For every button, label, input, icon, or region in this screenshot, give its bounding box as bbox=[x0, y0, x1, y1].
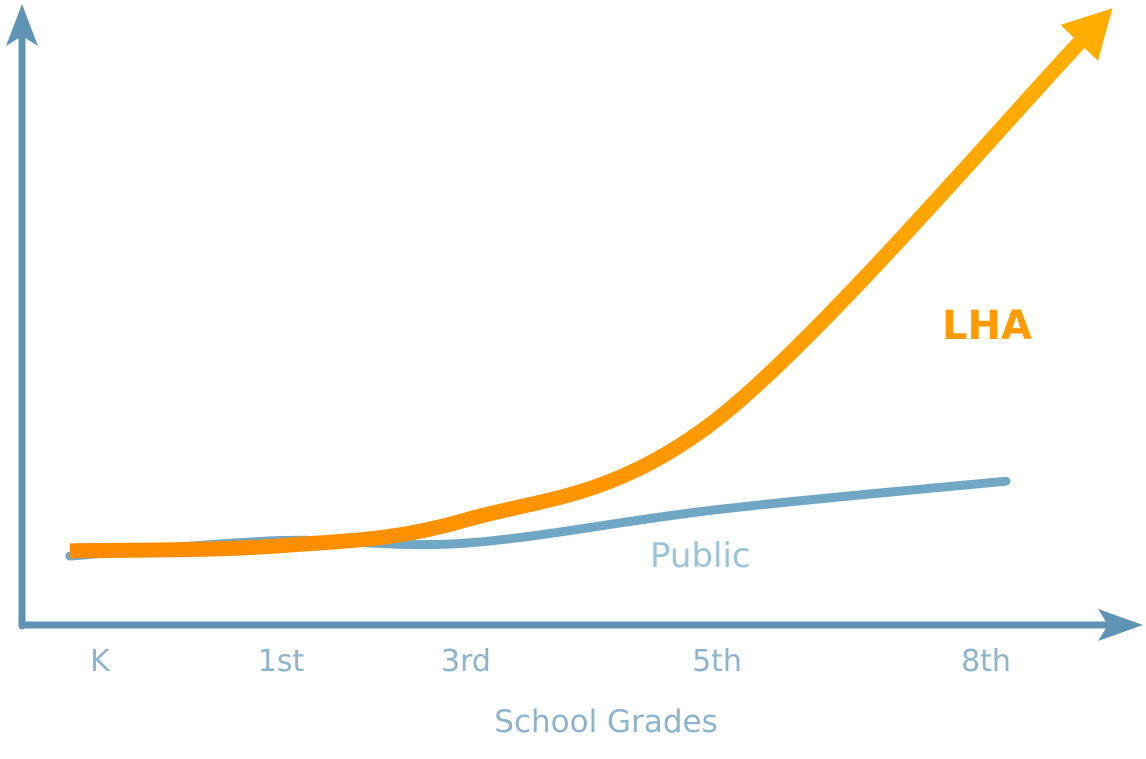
x-tick-label: K bbox=[90, 644, 111, 679]
lha-arrow-head-icon bbox=[1060, 8, 1113, 61]
x-axis-arrow-icon bbox=[1098, 609, 1143, 641]
x-axis-title: School Grades bbox=[494, 704, 717, 740]
axes bbox=[6, 4, 1143, 641]
x-tick-label: 8th bbox=[961, 644, 1011, 679]
series-layer bbox=[65, 8, 1113, 561]
x-tick-label: 5th bbox=[692, 644, 742, 679]
series-label-lha: LHA bbox=[942, 303, 1032, 349]
y-axis-arrow-icon bbox=[6, 4, 38, 46]
x-tick-label: 3rd bbox=[441, 644, 491, 679]
x-tick-label: 1st bbox=[258, 644, 305, 679]
x-tick-labels: K 1st 3rd 5th 8th bbox=[90, 644, 1011, 679]
series-line-lha bbox=[69, 34, 1088, 559]
series-label-public: Public bbox=[650, 536, 751, 576]
